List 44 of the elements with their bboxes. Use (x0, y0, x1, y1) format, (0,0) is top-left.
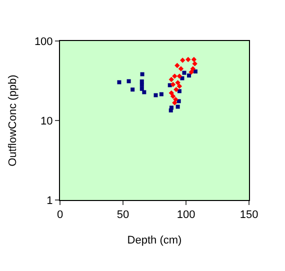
point (170, 82, 176, 88)
y-tick-label: 10 (40, 115, 53, 128)
point (177, 89, 182, 94)
y-axis-title: OutflowConc (ppb) (7, 74, 20, 166)
point (154, 93, 158, 98)
point (192, 61, 198, 66)
point (186, 56, 191, 62)
point (190, 66, 196, 72)
point (168, 76, 174, 82)
point (180, 58, 186, 63)
point (172, 100, 178, 106)
point (176, 84, 182, 89)
point (168, 90, 174, 96)
point (172, 74, 178, 79)
y-tick-label: 1 (46, 194, 53, 207)
point (175, 80, 180, 86)
point (170, 94, 176, 99)
point (173, 96, 178, 102)
point (191, 56, 197, 62)
point (140, 72, 144, 76)
point (178, 66, 184, 72)
x-tick-label: 0 (56, 209, 64, 222)
point (188, 70, 194, 75)
point (180, 76, 184, 80)
point (176, 74, 182, 79)
x-tick-label: 50 (116, 209, 130, 222)
y-tick-label: 100 (34, 36, 53, 48)
point (176, 104, 180, 109)
point (176, 99, 181, 104)
point (126, 79, 131, 84)
point (182, 70, 186, 75)
point (130, 88, 135, 92)
point (140, 82, 144, 87)
point (193, 69, 198, 74)
point (174, 86, 179, 92)
point (174, 62, 180, 68)
x-axis-title: Depth (cm) (127, 234, 182, 246)
x-tick-label: 100 (176, 209, 196, 222)
x-tick-label: 150 (240, 209, 258, 222)
point (170, 106, 174, 110)
point (142, 90, 146, 94)
point (187, 74, 192, 78)
point (117, 80, 122, 84)
point (159, 92, 164, 96)
